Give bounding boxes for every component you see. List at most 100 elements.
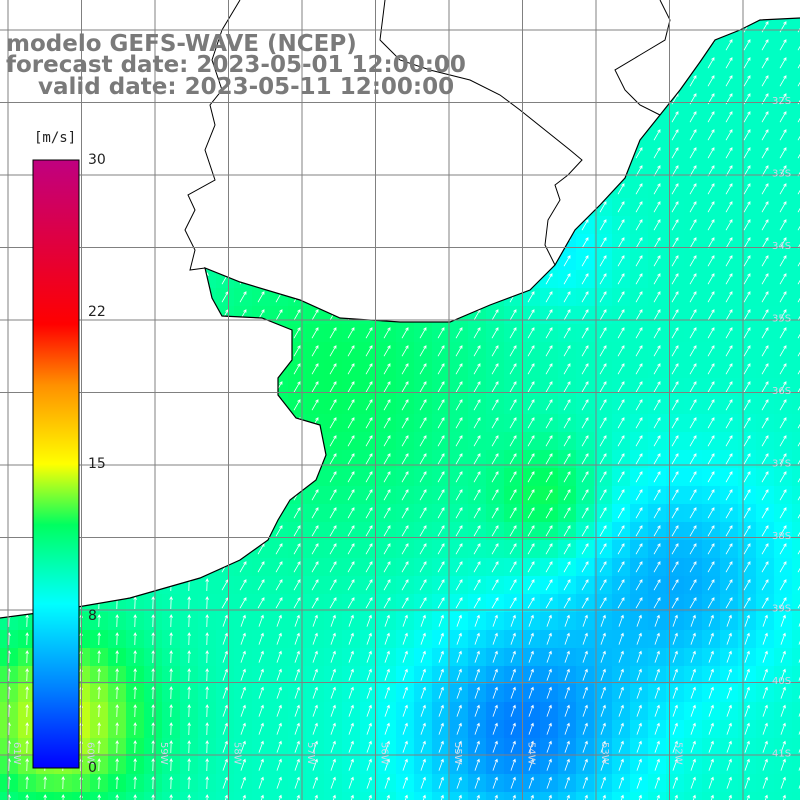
wind-arrow <box>599 327 607 339</box>
wind-arrow <box>636 776 642 789</box>
wind-arrow <box>455 327 463 339</box>
wind-cell <box>306 558 325 577</box>
wind-cell <box>684 252 703 271</box>
wind-cell <box>504 630 523 649</box>
wind-arrow <box>581 237 589 249</box>
wind-arrow <box>672 740 678 753</box>
wind-cell <box>108 612 127 631</box>
wind-arrow <box>761 237 769 249</box>
wind-cell <box>648 270 667 289</box>
wind-cell <box>666 612 685 631</box>
wind-cell <box>414 756 433 775</box>
wind-cell <box>666 414 685 433</box>
wind-cell <box>648 792 667 800</box>
wind-arrow <box>654 650 660 663</box>
wind-cell <box>468 648 487 667</box>
wind-arrow <box>653 291 661 303</box>
wind-arrow <box>545 489 553 501</box>
wind-arrow <box>582 740 588 753</box>
colorbar-tick-15: 15 <box>88 456 106 472</box>
wind-cell <box>774 612 793 631</box>
wind-arrow <box>293 363 301 375</box>
wind-arrow <box>151 668 155 682</box>
wind-arrow <box>779 111 787 123</box>
wind-cell <box>216 756 235 775</box>
wind-cell <box>144 594 163 613</box>
wind-arrow <box>617 309 625 321</box>
wind-cell <box>144 774 163 793</box>
colorbar <box>32 159 80 769</box>
wind-arrow <box>780 668 786 681</box>
wind-cell <box>630 378 649 397</box>
wind-cell <box>378 414 397 433</box>
wind-cell <box>522 756 541 775</box>
wind-arrow <box>401 597 409 609</box>
wind-arrow <box>330 686 336 699</box>
wind-arrow <box>671 255 679 267</box>
wind-cell <box>738 630 757 649</box>
wind-cell <box>630 324 649 343</box>
wind-cell <box>162 756 181 775</box>
wind-arrow <box>581 435 589 447</box>
wind-arrow <box>187 632 191 646</box>
wind-arrow <box>151 704 155 718</box>
wind-cell <box>666 360 685 379</box>
wind-arrow <box>348 686 354 699</box>
wind-cell <box>360 666 379 685</box>
wind-cell <box>738 378 757 397</box>
wind-arrow <box>97 686 101 700</box>
wind-arrow <box>654 758 660 771</box>
wind-cell <box>720 576 739 595</box>
wind-cell <box>522 396 541 415</box>
wind-arrow <box>617 237 625 249</box>
wind-arrow <box>293 507 301 519</box>
wind-cell <box>378 432 397 451</box>
wind-arrow <box>455 525 463 537</box>
wind-arrow <box>797 525 800 537</box>
latitude-label: 33S <box>772 169 791 180</box>
wind-arrow <box>365 363 373 375</box>
wind-cell <box>630 180 649 199</box>
wind-arrow <box>797 471 800 483</box>
wind-cell <box>720 126 739 145</box>
wind-cell <box>324 576 343 595</box>
wind-cell <box>414 414 433 433</box>
wind-arrow <box>779 399 787 411</box>
wind-cell <box>324 378 343 397</box>
wind-cell <box>270 738 289 757</box>
wind-arrow <box>222 686 228 699</box>
wind-cell <box>594 666 613 685</box>
wind-cell <box>522 324 541 343</box>
wind-arrow <box>743 327 751 339</box>
wind-arrow <box>653 237 661 249</box>
wind-cell <box>522 720 541 739</box>
wind-cell <box>630 234 649 253</box>
wind-arrow <box>420 794 426 800</box>
wind-cell <box>162 612 181 631</box>
wind-arrow <box>564 686 570 699</box>
wind-arrow <box>671 309 679 321</box>
wind-cell <box>648 540 667 559</box>
wind-cell <box>234 792 253 800</box>
wind-cell <box>432 594 451 613</box>
wind-arrow <box>312 794 318 800</box>
wind-arrow <box>527 507 535 519</box>
wind-arrow <box>276 668 282 681</box>
wind-cell <box>360 396 379 415</box>
wind-cell <box>738 324 757 343</box>
wind-arrow <box>401 543 409 555</box>
wind-cell <box>396 342 415 361</box>
wind-arrow <box>797 273 800 285</box>
wind-cell <box>450 666 469 685</box>
wind-cell <box>684 450 703 469</box>
wind-arrow <box>761 219 769 231</box>
wind-cell <box>126 684 145 703</box>
valid-date: valid date: 2023-05-11 12:00:00 <box>6 74 455 100</box>
wind-cell <box>90 684 109 703</box>
wind-cell <box>144 702 163 721</box>
wind-arrow <box>366 668 372 681</box>
wind-arrow <box>383 489 391 501</box>
wind-cell <box>522 558 541 577</box>
wind-cell <box>576 432 595 451</box>
wind-cell <box>684 144 703 163</box>
